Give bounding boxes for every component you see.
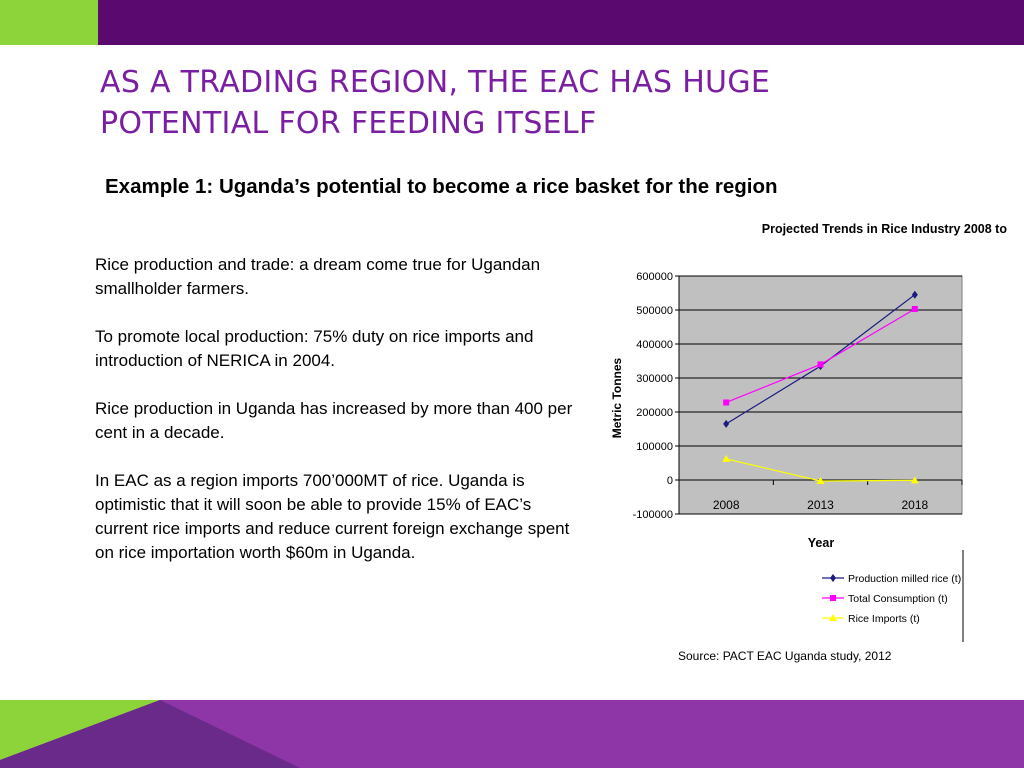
series-2-point [911, 305, 918, 312]
paragraph-3: Rice production in Uganda has increased … [95, 399, 573, 442]
legend-label-2: Total Consumption (t) [848, 593, 948, 605]
plot-area [678, 275, 963, 515]
y-tick-label: 600000 [636, 271, 673, 283]
y-tick-label: 500000 [636, 305, 673, 317]
paragraph-4: In EAC as a region imports 700’000MT of … [95, 471, 570, 562]
series-2-point [817, 361, 824, 368]
series-1-point [911, 290, 918, 299]
slide-subtitle: Example 1: Uganda’s potential to become … [105, 175, 778, 198]
x-tick-label: 2008 [713, 498, 740, 512]
body-text: Rice production and trade: a dream come … [95, 253, 585, 589]
series-2-point [723, 399, 730, 406]
rice-trend-chart: Projected Trends in Rice Industry 2008 t… [610, 222, 1010, 642]
paragraph-1: Rice production and trade: a dream come … [95, 255, 541, 298]
series-3-point [816, 477, 825, 485]
chart-title: Projected Trends in Rice Industry 2008 t… [762, 222, 1010, 236]
y-tick-label: 0 [667, 475, 673, 487]
series-3-point [910, 476, 919, 484]
bottom-decoration [0, 700, 1024, 768]
x-axis-label: Year [808, 536, 835, 550]
y-tick-label: 100000 [636, 441, 673, 453]
legend-marker-2 [830, 595, 836, 601]
bottom-dark-shape [0, 700, 300, 768]
x-tick-label: 2018 [901, 498, 928, 512]
paragraph-2: To promote local production: 75% duty on… [95, 327, 534, 370]
top-green-bar [0, 0, 98, 45]
legend-label-1: Production milled rice (t) [848, 573, 961, 585]
y-tick-label: 200000 [636, 407, 673, 419]
legend-label-3: Rice Imports (t) [848, 613, 920, 625]
slide-title: AS A TRADING REGION, THE EAC HAS HUGE PO… [100, 65, 771, 141]
y-tick-label: -100000 [633, 509, 673, 521]
x-tick-label: 2013 [807, 498, 834, 512]
legend-marker-1 [830, 574, 836, 582]
top-purple-bar [98, 0, 1024, 45]
y-tick-label: 400000 [636, 339, 673, 351]
source-note: Source: PACT EAC Uganda study, 2012 [678, 649, 892, 663]
series-1-point [723, 419, 730, 428]
y-axis-label: Metric Tonnes [610, 357, 624, 438]
y-tick-label: 300000 [636, 373, 673, 385]
legend-box [818, 568, 965, 632]
series-3-point [722, 454, 731, 462]
legend-marker-3 [829, 614, 837, 621]
